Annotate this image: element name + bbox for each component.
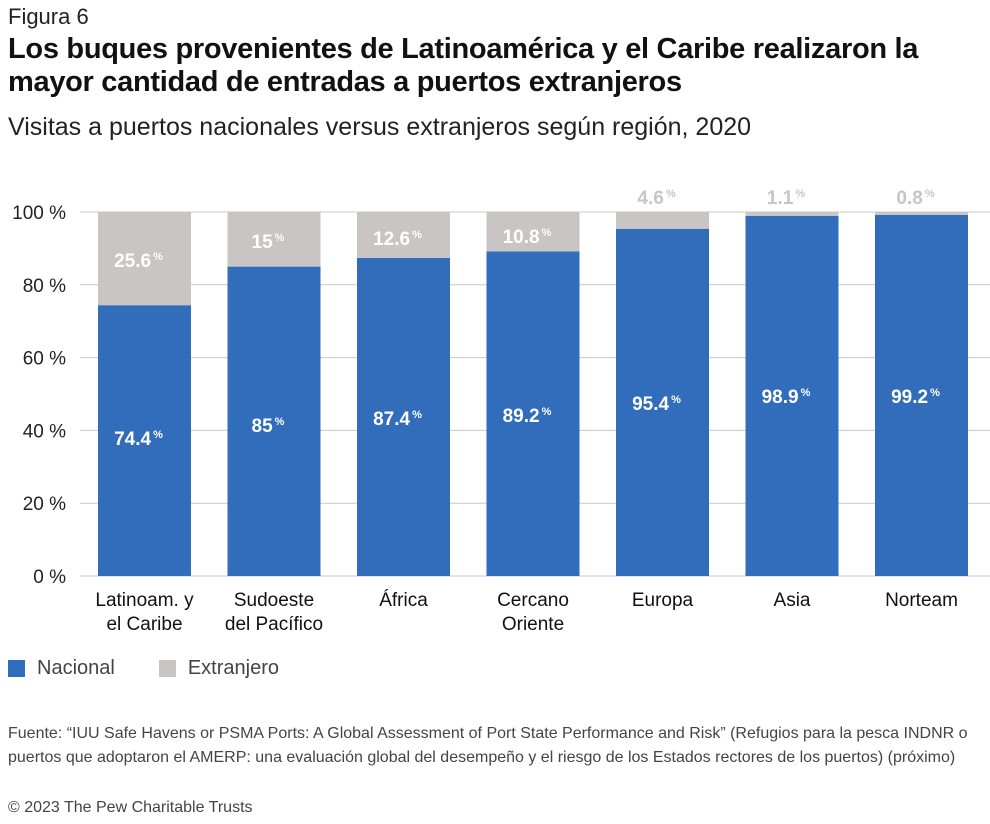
source-note: Fuente: “IUU Safe Havens or PSMA Ports: … — [8, 725, 968, 766]
x-tick-label: Asia — [774, 590, 811, 611]
x-tick-label: África — [379, 590, 428, 611]
data-label-nacional: 99.2% — [891, 387, 940, 408]
bar-extranjero — [98, 212, 191, 306]
x-tick-label: del Pacífico — [225, 614, 323, 635]
x-tick-label: Sudoeste — [234, 590, 314, 611]
chart-subtitle: Visitas a puertos nacionales versus extr… — [8, 113, 752, 141]
bar-extranjero — [745, 212, 839, 217]
legend-swatch-extranjero — [158, 660, 176, 677]
bar-nacional — [745, 216, 839, 576]
data-label-extranjero: 25.6% — [114, 251, 163, 272]
y-tick-label: 40 % — [23, 421, 66, 442]
data-label-nacional: 95.4% — [632, 394, 681, 415]
data-label-extranjero: 15% — [252, 232, 285, 253]
bar-nacional — [357, 257, 450, 576]
y-tick-label: 80 % — [23, 276, 66, 297]
x-tick-label: el Caribe — [106, 614, 182, 635]
data-label-extranjero: 0.8% — [896, 188, 934, 209]
x-tick-label: Latinoam. y — [95, 590, 194, 611]
figure-label: Figura 6 — [8, 4, 89, 29]
data-label-nacional: 87.4% — [373, 409, 422, 430]
bar-extranjero — [486, 212, 580, 252]
y-tick-label: 60 % — [23, 349, 66, 370]
chart-title: Los buques provenientes de Latinoamérica… — [8, 33, 919, 98]
bar-extranjero — [616, 212, 709, 229]
legend-label-extranjero: Extranjero — [187, 657, 279, 679]
legend-item-extranjero: Extranjero — [158, 657, 279, 680]
bar-extranjero — [227, 212, 321, 267]
data-label-extranjero: 12.6% — [373, 229, 422, 250]
copyright: © 2023 The Pew Charitable Trusts — [8, 799, 253, 816]
x-tick-label: Europa — [632, 590, 694, 611]
bar-nacional — [875, 214, 968, 577]
data-label-extranjero: 10.8% — [503, 227, 552, 248]
data-label-nacional: 74.4% — [114, 429, 163, 450]
y-tick-label: 0 % — [33, 567, 66, 588]
legend-swatch-nacional — [8, 660, 25, 677]
y-tick-label: 100 % — [12, 203, 66, 224]
data-label-extranjero: 4.6% — [637, 188, 675, 209]
x-tick-label: Oriente — [502, 614, 564, 635]
data-label-nacional: 98.9% — [762, 387, 811, 408]
bar-extranjero — [357, 212, 450, 258]
bar-nacional — [486, 251, 580, 576]
stacked-bar-chart: 0 % 20 % 40 % 60 % 80 % 100 % 74.4 % 25.6 % Latino… — [12, 188, 990, 635]
legend-item-nacional: Nacional — [8, 657, 115, 680]
bar-nacional — [616, 228, 709, 576]
data-label-nacional: 89.2% — [503, 406, 552, 427]
legend: Nacional Extranjero — [8, 657, 323, 680]
bar-extranjero — [875, 212, 968, 215]
legend-label-nacional: Nacional — [37, 657, 115, 679]
bar-nacional — [227, 266, 321, 576]
bar-nacional — [98, 305, 191, 576]
data-label-nacional: 85% — [252, 416, 285, 437]
x-tick-label: Cercano — [497, 590, 569, 611]
x-tick-label: Norteam — [885, 590, 958, 611]
data-label-extranjero: 1.1% — [767, 188, 805, 209]
y-tick-label: 20 % — [23, 494, 66, 515]
